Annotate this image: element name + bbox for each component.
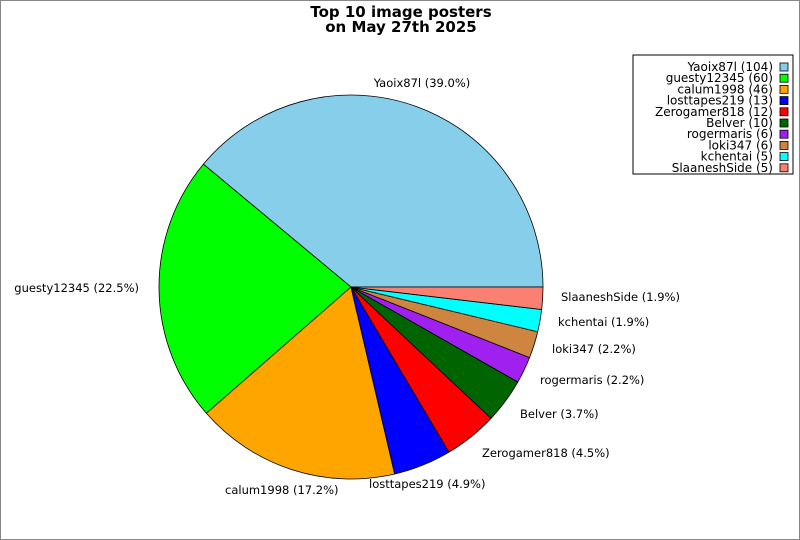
legend-swatch-rogermaris bbox=[779, 129, 789, 139]
legend-swatch-slaaneshside bbox=[779, 163, 789, 173]
legend-swatch-zerogamer818 bbox=[779, 107, 789, 117]
slice-label-guesty12345: guesty12345 (22.5%) bbox=[14, 281, 139, 295]
slice-label-calum1998: calum1998 (17.2%) bbox=[225, 483, 338, 497]
legend-swatch-belver bbox=[779, 118, 789, 128]
slice-label-losttapes219: losttapes219 (4.9%) bbox=[369, 477, 485, 491]
legend-swatch-guesty12345 bbox=[779, 73, 789, 83]
legend-swatch-kchentai bbox=[779, 152, 789, 162]
legend-label-belver: Belver (10) bbox=[706, 116, 773, 130]
slice-label-belver: Belver (3.7%) bbox=[520, 407, 599, 421]
legend-swatch-yaoix87l bbox=[779, 62, 789, 72]
chart-subtitle: on May 27th 2025 bbox=[325, 18, 477, 36]
legend-label-guesty12345: guesty12345 (60) bbox=[666, 71, 773, 85]
pie-slice-guesty12345 bbox=[158, 163, 352, 414]
legend-swatch-losttapes219 bbox=[779, 96, 789, 105]
slice-label-kchentai: kchentai (1.9%) bbox=[558, 315, 649, 329]
legend-label-rogermaris: rogermaris (6) bbox=[687, 127, 773, 141]
slice-label-slaaneshside: SlaaneshSide (1.9%) bbox=[561, 290, 680, 304]
legend-label-zerogamer818: Zerogamer818 (12) bbox=[655, 105, 773, 119]
legend-label-loki347: loki347 (6) bbox=[708, 138, 773, 152]
legend-label-yaoix87l: Yaoix87l (104) bbox=[687, 60, 774, 74]
legend-label-slaaneshside: SlaaneshSide (5) bbox=[672, 161, 773, 175]
legend-swatch-loki347 bbox=[779, 140, 789, 150]
slice-label-loki347: loki347 (2.2%) bbox=[552, 342, 636, 356]
slice-label-rogermaris: rogermaris (2.2%) bbox=[540, 373, 644, 387]
legend-label-calum1998: calum1998 (46) bbox=[677, 82, 773, 96]
slice-label-yaoix87l: Yaoix87l (39.0%) bbox=[373, 76, 471, 90]
pie-slice-yaoix87l bbox=[202, 94, 544, 288]
chart-title: Top 10 image posters bbox=[310, 3, 491, 21]
pie-slice-slaaneshside bbox=[350, 286, 544, 310]
slice-label-zerogamer818: Zerogamer818 (4.5%) bbox=[482, 446, 610, 460]
pie-slice-calum1998 bbox=[205, 286, 396, 480]
legend-swatch-calum1998 bbox=[779, 85, 789, 94]
legend-label-kchentai: kchentai (5) bbox=[701, 150, 773, 164]
legend-label-losttapes219: losttapes219 (13) bbox=[667, 94, 773, 108]
legend-box bbox=[632, 54, 794, 175]
